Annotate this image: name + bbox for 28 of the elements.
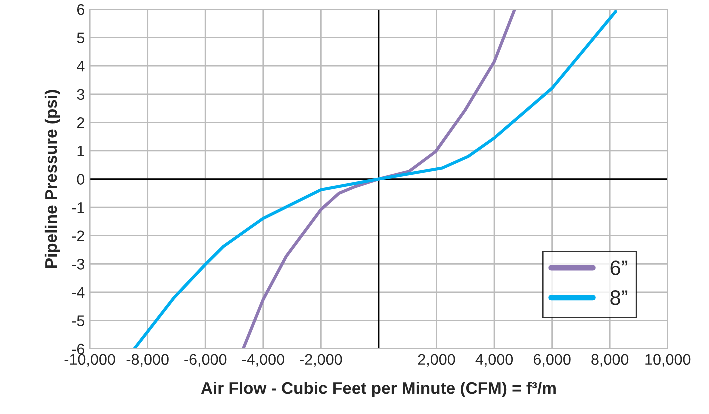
x-tick-label: -8,000	[126, 354, 169, 367]
x-tick-label: -4,000	[242, 354, 284, 367]
x-tick-label: 10,000	[646, 354, 691, 367]
y-tick-label: 6	[77, 4, 85, 16]
y-tick-label: 3	[77, 89, 85, 100]
y-tick-label: -1	[72, 202, 84, 214]
y-tick-label: -4	[72, 287, 85, 298]
y-axis-title: Pipeline Pressure (psi)	[44, 90, 60, 268]
legend-label: 6”	[610, 260, 628, 276]
y-tick-label: 0	[77, 174, 85, 185]
y-tick-label: -5	[72, 316, 85, 326]
y-tick-label: -2	[72, 230, 84, 242]
x-tick-label: 8,000	[592, 354, 629, 367]
y-tick-label: -6	[72, 344, 85, 355]
line-series	[242, 10, 516, 350]
y-tick-label: 1	[78, 146, 84, 157]
y-tick-label: -3	[72, 259, 85, 270]
legend-label: 8”	[610, 290, 628, 306]
y-tick-label: 2	[77, 118, 84, 128]
x-tick-label: -6,000	[184, 354, 227, 367]
x-tick-label: 2,000	[418, 354, 456, 367]
x-tick-label: -2,000	[300, 354, 342, 367]
x-tick-label: 4,000	[476, 354, 514, 367]
y-tick-label: 4	[77, 61, 85, 72]
x-tick-label: 6,000	[534, 354, 571, 367]
x-axis-title: Air Flow - Cubic Feet per Minute (CFM) = f³/m	[201, 382, 556, 398]
y-tick-label: 5	[77, 32, 85, 44]
x-tick-label: -10,000	[64, 354, 116, 367]
